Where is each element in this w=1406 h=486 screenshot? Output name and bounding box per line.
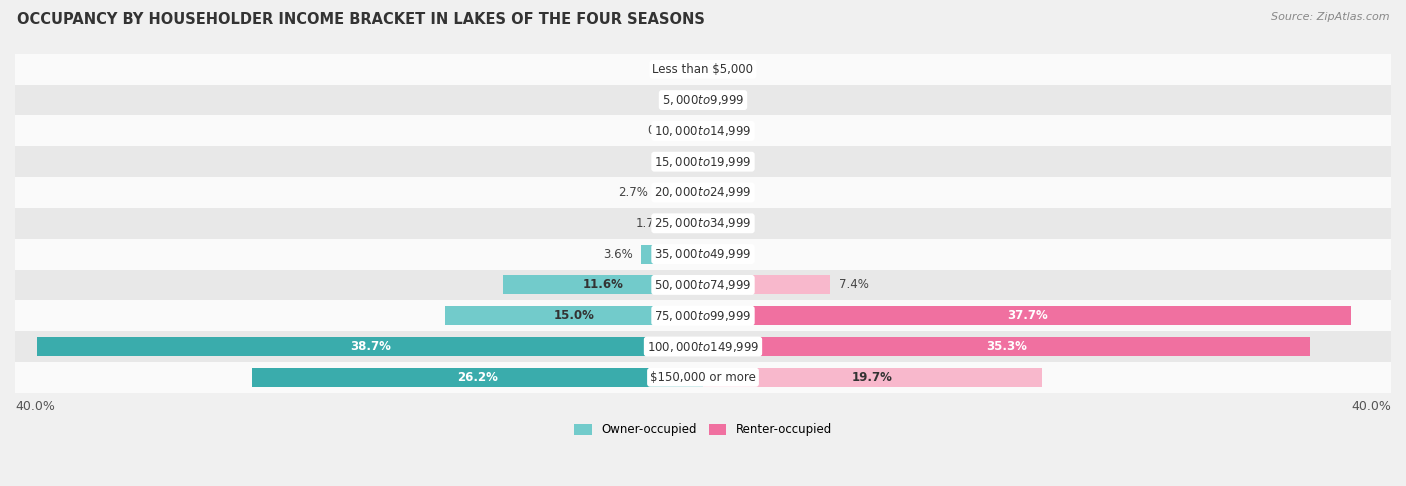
Bar <box>15 331 1391 362</box>
Text: $100,000 to $149,999: $100,000 to $149,999 <box>647 340 759 353</box>
Text: $150,000 or more: $150,000 or more <box>650 371 756 384</box>
Text: $50,000 to $74,999: $50,000 to $74,999 <box>654 278 752 292</box>
Text: 0.0%: 0.0% <box>711 247 741 260</box>
Bar <box>15 146 1391 177</box>
Text: 0.0%: 0.0% <box>665 94 695 106</box>
Bar <box>15 300 1391 331</box>
Bar <box>38 337 703 356</box>
Text: 0.0%: 0.0% <box>711 63 741 76</box>
Text: $15,000 to $19,999: $15,000 to $19,999 <box>654 155 752 169</box>
Bar <box>673 214 703 233</box>
Bar <box>15 85 1391 116</box>
Bar <box>703 337 1310 356</box>
Text: Less than $5,000: Less than $5,000 <box>652 63 754 76</box>
Text: 0.0%: 0.0% <box>665 63 695 76</box>
Bar <box>15 270 1391 300</box>
Text: $10,000 to $14,999: $10,000 to $14,999 <box>654 124 752 138</box>
Text: 0.0%: 0.0% <box>711 94 741 106</box>
Text: 40.0%: 40.0% <box>1351 400 1391 414</box>
Text: 38.7%: 38.7% <box>350 340 391 353</box>
Text: 0.0%: 0.0% <box>711 217 741 230</box>
Text: 0.59%: 0.59% <box>647 124 685 138</box>
Text: 37.7%: 37.7% <box>1007 309 1047 322</box>
Text: $5,000 to $9,999: $5,000 to $9,999 <box>662 93 744 107</box>
Bar <box>703 276 831 295</box>
Text: 2.7%: 2.7% <box>619 186 648 199</box>
Text: 0.0%: 0.0% <box>665 155 695 168</box>
Text: 7.4%: 7.4% <box>839 278 869 292</box>
Bar <box>703 306 1351 325</box>
Text: OCCUPANCY BY HOUSEHOLDER INCOME BRACKET IN LAKES OF THE FOUR SEASONS: OCCUPANCY BY HOUSEHOLDER INCOME BRACKET … <box>17 12 704 27</box>
Bar <box>252 368 703 387</box>
Bar <box>657 183 703 202</box>
Legend: Owner-occupied, Renter-occupied: Owner-occupied, Renter-occupied <box>569 418 837 441</box>
Text: 0.0%: 0.0% <box>711 124 741 138</box>
Text: 3.6%: 3.6% <box>603 247 633 260</box>
Bar <box>503 276 703 295</box>
Bar <box>15 54 1391 85</box>
Bar <box>446 306 703 325</box>
Text: 35.3%: 35.3% <box>986 340 1026 353</box>
Text: 19.7%: 19.7% <box>852 371 893 384</box>
Text: 0.0%: 0.0% <box>711 186 741 199</box>
Bar <box>15 208 1391 239</box>
Bar <box>15 177 1391 208</box>
Text: 0.0%: 0.0% <box>711 155 741 168</box>
Text: $25,000 to $34,999: $25,000 to $34,999 <box>654 216 752 230</box>
Text: 11.6%: 11.6% <box>583 278 624 292</box>
Bar <box>15 239 1391 270</box>
Text: 40.0%: 40.0% <box>15 400 55 414</box>
Text: $35,000 to $49,999: $35,000 to $49,999 <box>654 247 752 261</box>
Text: 1.7%: 1.7% <box>636 217 665 230</box>
Text: 26.2%: 26.2% <box>457 371 498 384</box>
Text: 15.0%: 15.0% <box>554 309 595 322</box>
Text: Source: ZipAtlas.com: Source: ZipAtlas.com <box>1271 12 1389 22</box>
Bar <box>703 368 1042 387</box>
Text: $75,000 to $99,999: $75,000 to $99,999 <box>654 309 752 323</box>
Bar <box>693 122 703 140</box>
Text: $20,000 to $24,999: $20,000 to $24,999 <box>654 186 752 199</box>
Bar <box>15 116 1391 146</box>
Bar <box>15 362 1391 393</box>
Bar <box>641 244 703 264</box>
